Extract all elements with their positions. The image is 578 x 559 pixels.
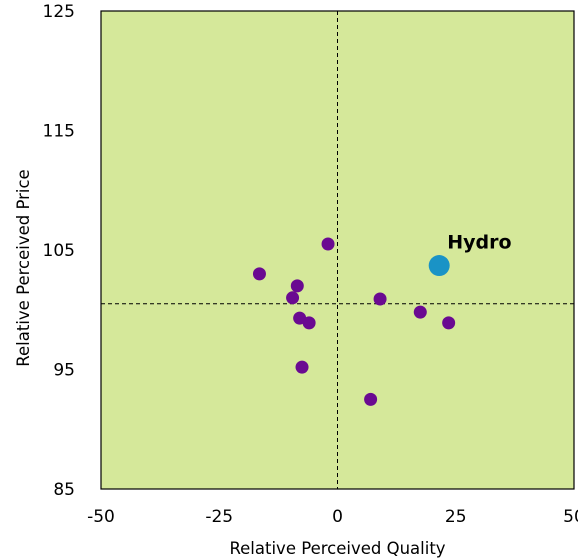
x-tick-1: -25: [205, 507, 233, 527]
highlight-label: Hydro: [447, 232, 511, 254]
x-tick-0: -50: [87, 507, 115, 527]
data-point-8: [373, 292, 387, 306]
x-tick-labels: -50 -25 0 25 50: [87, 507, 578, 527]
y-tick-3: 95: [53, 361, 75, 381]
y-tick-labels: 125 115 105 95 85: [43, 2, 75, 500]
data-point-9: [413, 305, 427, 319]
data-point-4: [286, 291, 300, 305]
y-tick-0: 125: [43, 2, 75, 22]
data-point-3: [290, 279, 304, 293]
data-point-6: [302, 316, 316, 330]
y-tick-2: 105: [43, 241, 75, 261]
x-tick-3: 25: [445, 507, 467, 527]
y-axis-title: Relative Perceived Price: [14, 169, 33, 366]
data-point-1: [252, 267, 266, 281]
highlight-point: [428, 255, 450, 277]
x-tick-4: 50: [563, 507, 578, 527]
data-point-11: [364, 392, 378, 406]
data-point-10: [442, 316, 456, 330]
y-tick-1: 115: [43, 122, 75, 142]
y-tick-4: 85: [53, 480, 75, 500]
x-axis-title: Relative Perceived Quality: [229, 539, 445, 558]
x-tick-2: 0: [332, 507, 343, 527]
data-point-7: [295, 360, 309, 374]
data-point-2: [321, 237, 335, 251]
data-points: [252, 237, 456, 406]
